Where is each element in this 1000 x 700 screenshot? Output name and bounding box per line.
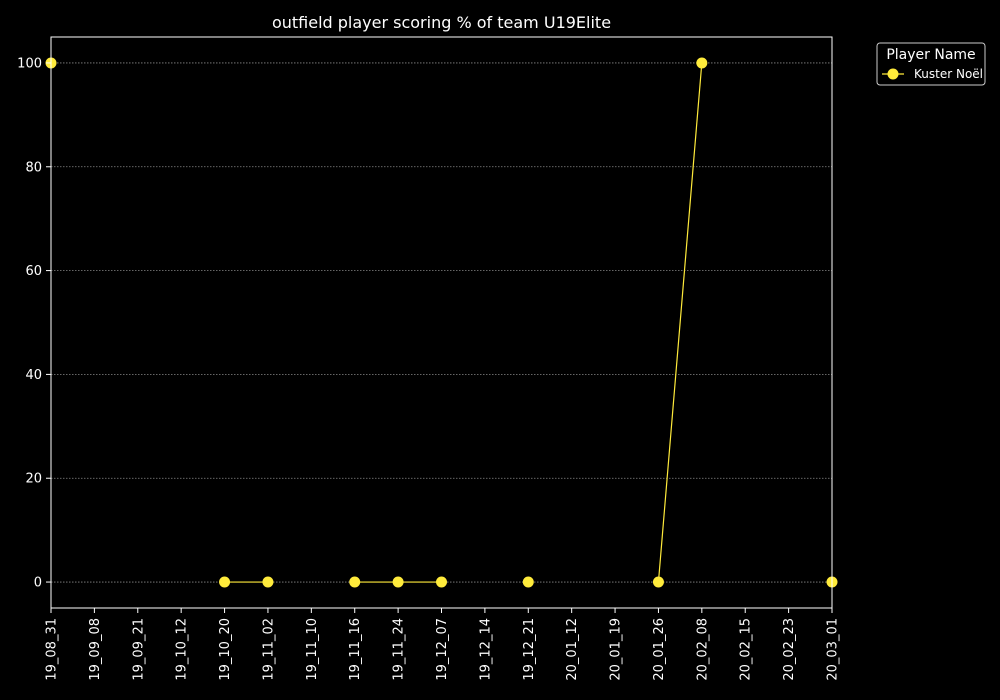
x-tick-label: 20_02_23	[782, 618, 797, 681]
x-tick-label: 20_02_15	[739, 618, 754, 681]
legend: Player Name Kuster Noël	[876, 42, 986, 86]
x-tick-label: 19_09_08	[88, 618, 103, 681]
x-tick-label: 19_08_31	[45, 618, 60, 681]
x-tick-label: 19_12_21	[522, 618, 537, 681]
x-tick-label: 20_02_08	[695, 618, 710, 681]
y-tick-label: 40	[25, 368, 42, 383]
grid	[51, 62, 832, 583]
x-tick-label: 19_10_12	[175, 618, 190, 681]
y-tick-label: 20	[25, 472, 42, 487]
y-tick-label: 100	[17, 56, 42, 71]
data-point	[436, 576, 447, 588]
y-tick-label: 0	[34, 576, 42, 591]
y-axis: 0 20 40 60 80 100	[17, 56, 51, 591]
series-line	[657, 62, 703, 583]
legend-label: Kuster Noël	[914, 67, 983, 81]
data-point	[696, 57, 708, 69]
data-point	[219, 576, 231, 588]
data-point	[522, 576, 534, 588]
x-tick-label: 20_03_01	[826, 618, 841, 681]
y-tick-label: 80	[25, 160, 42, 175]
x-tick-label: 20_01_12	[565, 618, 580, 681]
x-tick-label: 19_12_14	[478, 618, 493, 681]
x-tick-label: 19_10_20	[218, 618, 233, 681]
x-axis: 19_08_31 19_09_08 19_09_21 19_10_12 19_10_20…	[45, 608, 841, 681]
data-point	[262, 576, 274, 588]
x-tick-label: 19_11_16	[348, 618, 363, 681]
x-tick-label: 19_11_10	[305, 618, 320, 681]
y-tick-label: 60	[25, 264, 42, 279]
chart-title: outfield player scoring % of team U19Eli…	[272, 13, 611, 32]
x-tick-label: 19_11_24	[392, 618, 407, 681]
data-point	[349, 576, 361, 588]
plot-frame	[50, 36, 833, 609]
x-tick-label: 19_11_02	[261, 618, 276, 681]
x-tick-label: 20_01_19	[609, 618, 624, 681]
x-tick-label: 19_12_07	[435, 618, 450, 681]
series-layer	[45, 57, 838, 588]
legend-marker	[887, 68, 899, 80]
data-point	[392, 576, 404, 588]
data-point	[652, 576, 664, 588]
legend-title: Player Name	[886, 47, 975, 63]
x-tick-label: 19_09_21	[131, 618, 146, 681]
x-tick-label: 20_01_26	[652, 618, 667, 681]
